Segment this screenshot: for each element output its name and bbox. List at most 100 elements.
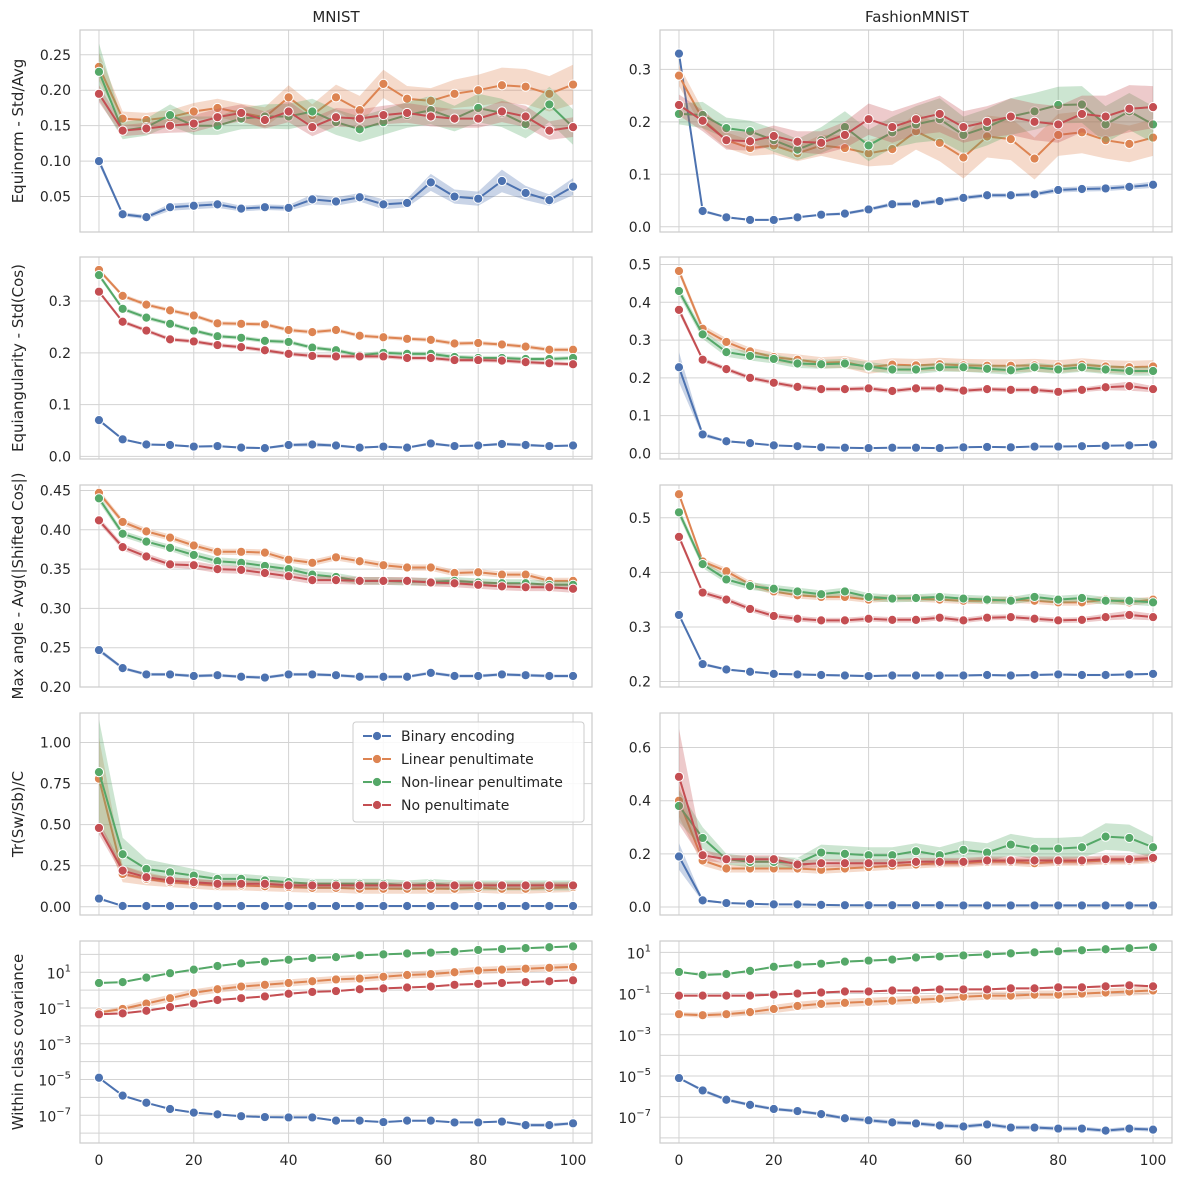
point-no-penultimate [958, 984, 969, 995]
point-no-penultimate [283, 571, 294, 582]
point-linear-penultimate [934, 137, 945, 148]
panel-r2-c1: 0.2 0.3 0.4 0.5 [629, 484, 1173, 691]
point-binary-encoding [354, 1115, 365, 1126]
point-no-penultimate [1053, 855, 1064, 866]
point-non-linear-penultimate [236, 958, 247, 969]
panel-frame [659, 940, 1173, 1144]
y-tick-label: 0.2 [629, 115, 651, 131]
point-linear-penultimate [544, 962, 555, 973]
point-no-penultimate [164, 559, 176, 570]
point-binary-encoding [212, 440, 223, 452]
y-tick-label: 0.4 [629, 295, 651, 311]
point-no-penultimate [697, 850, 708, 861]
y-tick-label: 10−5 [618, 1067, 651, 1086]
point-binary-encoding [1005, 190, 1016, 201]
x-tick-label: 0 [95, 1153, 104, 1169]
y-tick-label: 10−3 [618, 1026, 651, 1045]
point-no-penultimate [839, 615, 850, 626]
point-non-linear-penultimate [354, 950, 365, 961]
point-linear-penultimate [259, 979, 270, 990]
point-binary-encoding [544, 440, 555, 452]
point-non-linear-penultimate [283, 954, 294, 965]
point-binary-encoding [330, 670, 342, 681]
point-binary-encoding [544, 900, 555, 912]
point-linear-penultimate [1076, 127, 1088, 138]
point-binary-encoding [449, 191, 460, 202]
point-no-penultimate [887, 121, 898, 133]
point-non-linear-penultimate [1005, 839, 1016, 850]
point-linear-penultimate [473, 965, 484, 976]
point-linear-penultimate [910, 994, 922, 1005]
point-no-penultimate [567, 583, 579, 594]
point-no-penultimate [673, 990, 685, 1001]
point-binary-encoding [839, 442, 850, 453]
point-binary-encoding [887, 670, 898, 681]
point-non-linear-penultimate [1029, 106, 1040, 117]
point-binary-encoding [1100, 1125, 1111, 1136]
legend-label-linear-penultimate: Linear penultimate [401, 752, 534, 768]
point-no-penultimate [768, 610, 779, 622]
point-non-linear-penultimate [544, 942, 555, 953]
point-no-penultimate [212, 112, 223, 123]
point-non-linear-penultimate [1076, 945, 1088, 956]
y-tick-label: 0.2 [629, 847, 651, 863]
point-no-penultimate [544, 358, 555, 369]
point-binary-encoding [934, 900, 945, 911]
point-no-penultimate [567, 122, 579, 133]
point-linear-penultimate [330, 552, 342, 563]
point-no-penultimate [697, 990, 708, 1001]
point-non-linear-penultimate [673, 285, 685, 297]
point-no-penultimate [567, 975, 579, 986]
y-tick-label: 0.5 [629, 511, 651, 527]
point-no-penultimate [141, 123, 152, 134]
point-no-penultimate [330, 112, 342, 123]
y-tick-label: 0.30 [40, 601, 71, 617]
panel-r4-c0: 101 10−1 10−3 10−5 10−7 0 20 40 60 80 100 [38, 940, 593, 1169]
point-non-linear-penultimate [1005, 595, 1016, 606]
point-non-linear-penultimate [496, 943, 508, 955]
point-linear-penultimate [330, 974, 342, 985]
point-binary-encoding [792, 441, 803, 452]
y-tick-label: 0.20 [40, 83, 71, 99]
ylabel-row-3: Tr(Sw/Sb)/C [9, 771, 27, 858]
point-binary-encoding [378, 671, 389, 682]
point-no-penultimate [744, 372, 756, 383]
point-non-linear-penultimate [816, 958, 827, 969]
point-non-linear-penultimate [1100, 944, 1111, 955]
point-linear-penultimate [673, 265, 685, 277]
point-binary-encoding [141, 669, 152, 680]
point-binary-encoding [567, 181, 579, 192]
point-non-linear-penultimate [863, 955, 874, 966]
point-binary-encoding [307, 439, 318, 450]
point-binary-encoding [792, 212, 803, 223]
point-no-penultimate [188, 877, 199, 888]
point-no-penultimate [1076, 855, 1088, 866]
x-tick-label: 80 [469, 1153, 487, 1169]
point-no-penultimate [520, 977, 531, 988]
point-no-penultimate [1005, 983, 1016, 994]
point-binary-encoding [721, 664, 732, 675]
point-no-penultimate [236, 993, 247, 1004]
point-binary-encoding [1124, 900, 1135, 911]
point-non-linear-penultimate [982, 594, 993, 605]
x-tick-label: 100 [560, 1153, 587, 1169]
y-tick-label: 0.10 [40, 154, 71, 170]
point-no-penultimate [93, 286, 105, 297]
legend-marker-no-penultimate [371, 799, 383, 811]
point-binary-encoding [792, 899, 803, 910]
point-linear-penultimate [792, 1000, 803, 1012]
point-binary-encoding [520, 439, 531, 451]
point-linear-penultimate [721, 863, 732, 874]
point-no-penultimate [887, 985, 898, 996]
panel-r0-c1: 0.0 0.1 0.2 0.3 [629, 29, 1173, 236]
point-binary-encoding [164, 900, 176, 912]
point-linear-penultimate [839, 997, 850, 1008]
point-linear-penultimate [520, 81, 531, 92]
point-linear-penultimate [283, 92, 294, 103]
point-no-penultimate [673, 531, 685, 542]
y-tick-label: 0.3 [629, 620, 651, 636]
point-binary-encoding [402, 442, 413, 453]
point-linear-penultimate [1124, 138, 1135, 149]
y-tick-label: 0.0 [629, 446, 651, 462]
